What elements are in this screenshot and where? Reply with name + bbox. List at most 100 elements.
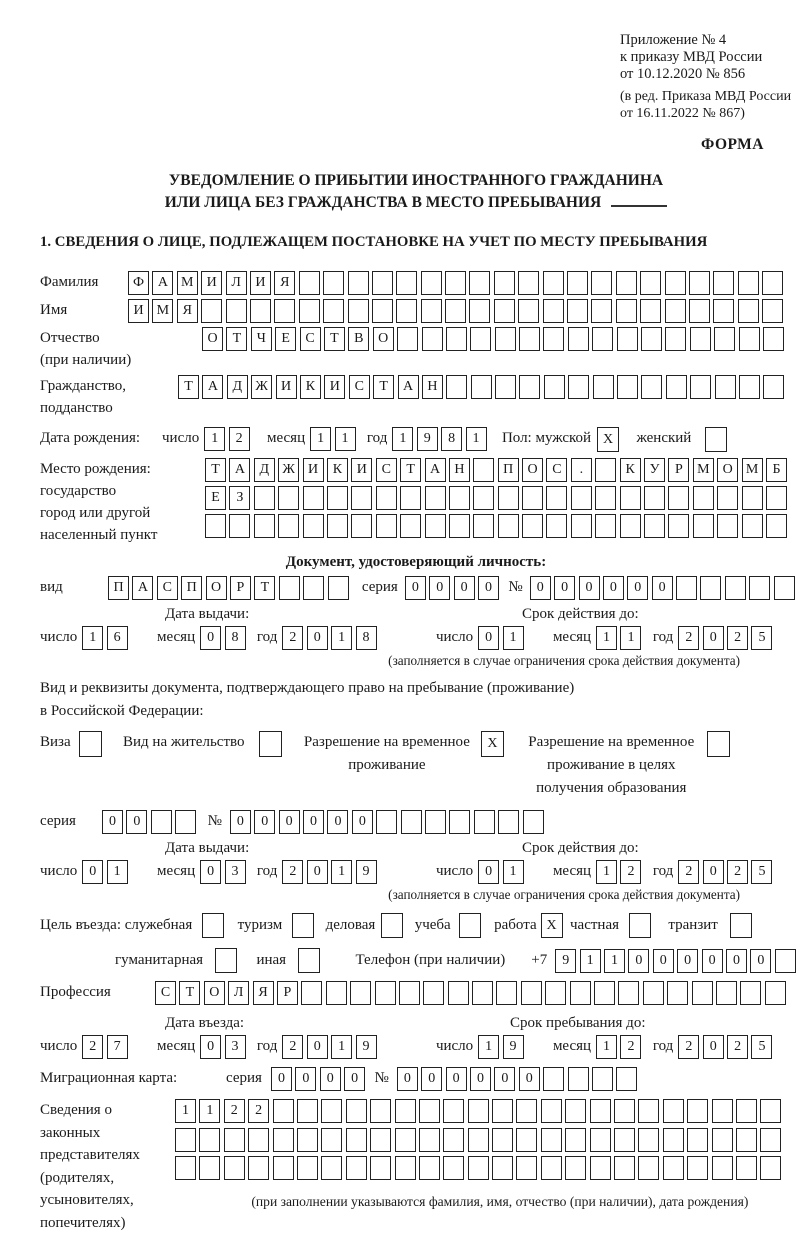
legal-rep-cell[interactable] xyxy=(638,1099,660,1123)
phone-digit-cell[interactable]: 0 xyxy=(677,948,699,973)
legal-rep-cell[interactable] xyxy=(565,1156,587,1180)
patronymic-cell[interactable] xyxy=(543,327,565,351)
birth-place-cell[interactable] xyxy=(351,486,373,510)
birth-place-cell[interactable] xyxy=(473,486,495,510)
given-name-cell[interactable] xyxy=(688,299,710,323)
doc-expiry-year-cell[interactable]: 2 xyxy=(678,626,700,650)
citizenship-cell[interactable]: А xyxy=(202,375,224,399)
legal-rep-cell[interactable] xyxy=(662,1099,684,1123)
profession-cell[interactable]: С xyxy=(155,981,176,1005)
citizenship-cell[interactable] xyxy=(738,375,760,399)
citizenship-cell[interactable]: Т xyxy=(178,375,199,399)
legal-rep-cell[interactable] xyxy=(272,1099,294,1123)
birth-place-cell[interactable] xyxy=(278,514,300,538)
legal-rep-cell[interactable] xyxy=(662,1127,684,1152)
patronymic-cell[interactable] xyxy=(470,327,492,351)
legal-rep-cell[interactable] xyxy=(443,1127,465,1152)
surname-cell[interactable] xyxy=(762,271,784,295)
permit-series-cell[interactable]: 0 xyxy=(126,810,148,834)
legal-rep-cell[interactable] xyxy=(296,1127,318,1152)
patronymic-cell[interactable]: О xyxy=(372,327,394,351)
birth-place-cell[interactable] xyxy=(351,514,373,538)
doc-issue-year-cell[interactable]: 1 xyxy=(331,626,353,650)
legal-rep-cell[interactable] xyxy=(321,1156,343,1180)
citizenship-cell[interactable] xyxy=(592,375,614,399)
doc-kind-cell[interactable]: П xyxy=(181,576,203,600)
doc-number-cell[interactable] xyxy=(676,576,698,600)
doc-issue-day-cell[interactable]: 1 xyxy=(82,626,104,650)
permit-expiry-year-cell[interactable]: 5 xyxy=(751,860,773,884)
legal-rep-cell[interactable] xyxy=(638,1156,660,1180)
patronymic-cell[interactable] xyxy=(762,327,784,351)
surname-cell[interactable] xyxy=(542,271,564,295)
birth-place-cell[interactable] xyxy=(570,486,592,510)
permit-number-cell[interactable] xyxy=(498,810,520,834)
birth-place-cell[interactable] xyxy=(278,486,300,510)
permit-expiry-year-cell[interactable]: 2 xyxy=(727,860,749,884)
citizenship-cell[interactable] xyxy=(519,375,541,399)
doc-kind-cell[interactable]: Т xyxy=(254,576,276,600)
legal-rep-cell[interactable] xyxy=(370,1099,392,1123)
birth-year-cell[interactable]: 1 xyxy=(392,427,414,451)
legal-rep-cell[interactable] xyxy=(394,1156,416,1180)
birth-place-cell[interactable]: С xyxy=(546,458,568,482)
birth-place-cell[interactable]: О xyxy=(717,458,739,482)
profession-cell[interactable] xyxy=(715,981,737,1005)
birth-place-cell[interactable] xyxy=(595,458,617,482)
doc-expiry-month-cell[interactable]: 1 xyxy=(620,626,642,650)
profession-cell[interactable] xyxy=(569,981,591,1005)
purpose-study-checkbox-cell[interactable] xyxy=(458,913,481,938)
surname-cell[interactable]: Ф xyxy=(128,271,149,295)
legal-rep-cell[interactable] xyxy=(565,1099,587,1123)
citizenship-cell[interactable] xyxy=(617,375,639,399)
legal-rep-cell[interactable] xyxy=(662,1156,684,1180)
surname-cell[interactable]: Я xyxy=(274,271,296,295)
profession-cell[interactable] xyxy=(423,981,445,1005)
doc-series-cell[interactable]: 0 xyxy=(453,576,475,600)
birth-place-cell[interactable] xyxy=(400,514,422,538)
citizenship-cell[interactable]: И xyxy=(324,375,346,399)
birth-place-cell[interactable]: Е xyxy=(205,486,226,510)
citizenship-cell[interactable] xyxy=(690,375,712,399)
doc-number-cell[interactable]: 0 xyxy=(602,576,624,600)
given-name-cell[interactable] xyxy=(323,299,345,323)
birth-place-cell[interactable] xyxy=(497,486,519,510)
temp-residence-edu-checkbox-cell[interactable] xyxy=(707,731,731,757)
patronymic-cell[interactable]: Т xyxy=(323,327,345,351)
doc-number-cell[interactable]: 0 xyxy=(578,576,600,600)
birth-place-cell[interactable]: У xyxy=(644,458,666,482)
profession-cell[interactable]: Л xyxy=(228,981,250,1005)
surname-cell[interactable]: А xyxy=(152,271,174,295)
migcard-number-cell[interactable]: 0 xyxy=(494,1067,516,1091)
birth-place-cell[interactable] xyxy=(473,514,495,538)
birth-place-cell[interactable]: К xyxy=(326,458,348,482)
birth-place-cell[interactable]: М xyxy=(692,458,714,482)
legal-rep-cell[interactable]: 2 xyxy=(248,1099,270,1123)
stay-year-cell[interactable]: 0 xyxy=(702,1035,724,1059)
patronymic-cell[interactable]: В xyxy=(348,327,370,351)
legal-rep-cell[interactable] xyxy=(296,1156,318,1180)
doc-expiry-year-cell[interactable]: 0 xyxy=(702,626,724,650)
permit-issue-year-cell[interactable]: 9 xyxy=(355,860,377,884)
doc-issue-year-cell[interactable]: 0 xyxy=(306,626,328,650)
permit-series-cell[interactable]: 0 xyxy=(102,810,123,834)
permit-expiry-month-cell[interactable]: 1 xyxy=(596,860,618,884)
birth-place-cell[interactable] xyxy=(253,486,275,510)
given-name-cell[interactable] xyxy=(640,299,662,323)
entry-day-cell[interactable]: 7 xyxy=(106,1035,128,1059)
legal-rep-cell[interactable] xyxy=(687,1127,709,1152)
surname-cell[interactable] xyxy=(371,271,393,295)
given-name-cell[interactable] xyxy=(274,299,296,323)
birth-place-cell[interactable] xyxy=(302,514,324,538)
legal-rep-cell[interactable] xyxy=(223,1127,245,1152)
patronymic-cell[interactable]: Ч xyxy=(250,327,272,351)
migcard-series-cell[interactable]: 0 xyxy=(319,1067,341,1091)
phone-digit-cell[interactable]: 0 xyxy=(652,948,674,973)
legal-rep-cell[interactable] xyxy=(175,1156,196,1180)
birth-place-cell[interactable] xyxy=(326,486,348,510)
profession-cell[interactable] xyxy=(398,981,420,1005)
birth-day-cell[interactable]: 2 xyxy=(228,427,250,451)
legal-rep-cell[interactable] xyxy=(223,1156,245,1180)
legal-rep-cell[interactable] xyxy=(614,1127,636,1152)
legal-rep-cell[interactable]: 1 xyxy=(175,1099,196,1123)
